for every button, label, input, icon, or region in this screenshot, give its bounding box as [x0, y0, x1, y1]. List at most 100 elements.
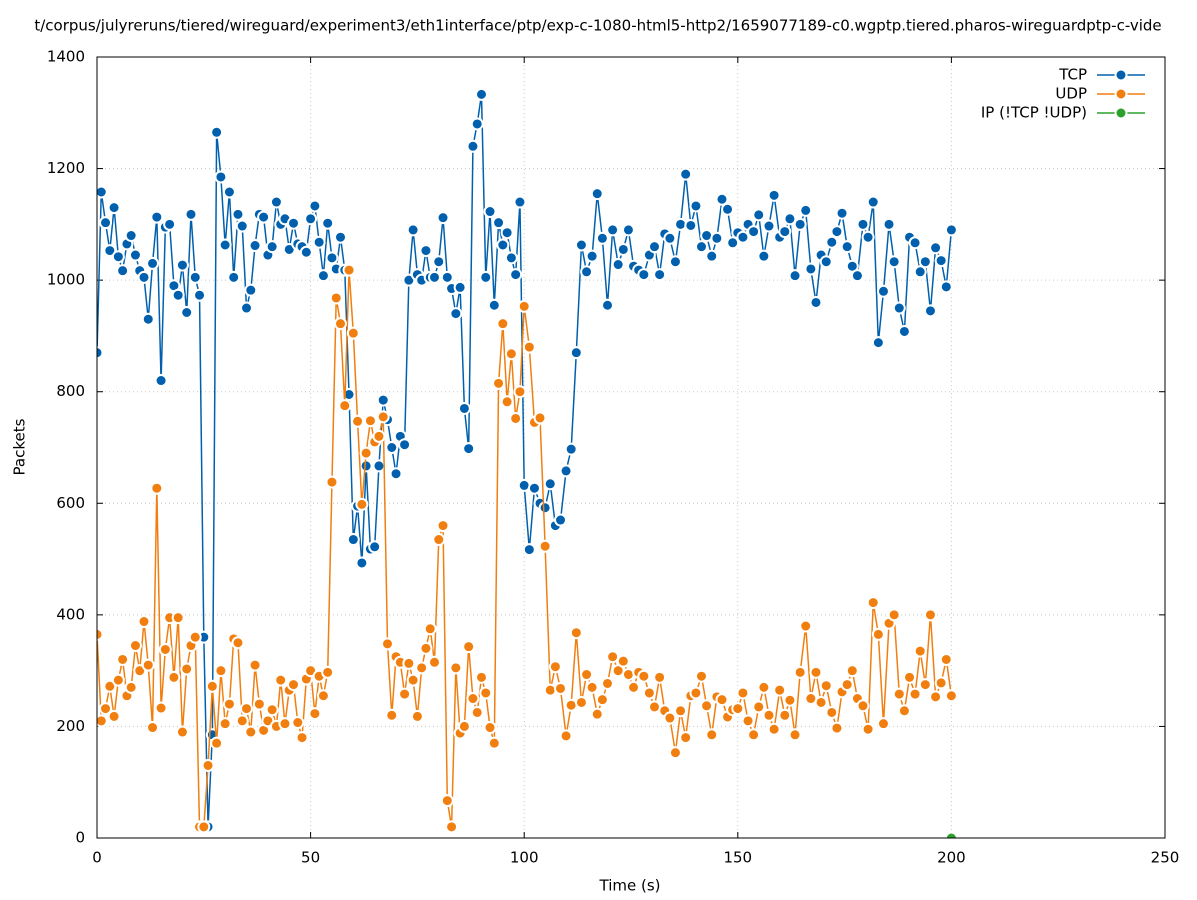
data-point	[601, 676, 615, 690]
x-tick-label: 150	[723, 849, 752, 867]
data-point	[385, 708, 399, 722]
data-point	[466, 692, 480, 706]
data-point	[653, 268, 667, 282]
data-point	[304, 212, 318, 226]
data-point	[778, 225, 792, 239]
data-point	[595, 693, 609, 707]
data-point	[554, 513, 568, 527]
data-point	[487, 298, 501, 312]
y-axis-label: Packets	[11, 418, 29, 475]
legend-label: UDP	[1055, 85, 1087, 103]
data-point	[830, 721, 844, 735]
data-point	[287, 678, 301, 692]
data-point	[783, 212, 797, 226]
data-point	[705, 249, 719, 263]
data-point	[355, 497, 369, 511]
data-point	[929, 690, 943, 704]
y-tick-label: 800	[56, 382, 85, 400]
data-point	[908, 236, 922, 250]
data-point	[312, 235, 326, 249]
data-point	[97, 714, 108, 728]
data-point	[346, 326, 360, 340]
data-point	[679, 167, 693, 181]
data-point	[819, 255, 833, 269]
data-point	[871, 627, 885, 641]
data-point	[637, 268, 651, 282]
data-point	[585, 680, 599, 694]
data-point	[351, 414, 365, 428]
data-point	[767, 188, 781, 202]
data-point	[128, 639, 142, 653]
data-point	[338, 399, 352, 413]
data-point	[882, 217, 896, 231]
data-point	[124, 680, 138, 694]
data-point	[871, 336, 885, 350]
data-point	[554, 681, 568, 695]
data-point	[736, 230, 750, 244]
data-point	[479, 270, 493, 284]
data-point	[244, 283, 258, 297]
data-point	[154, 701, 168, 715]
data-point	[180, 662, 194, 676]
data-point	[205, 679, 219, 693]
data-point	[321, 216, 335, 230]
data-point	[500, 226, 514, 240]
data-point	[840, 678, 854, 692]
data-point	[741, 714, 755, 728]
data-point	[788, 269, 802, 283]
data-point	[590, 707, 604, 721]
data-point	[668, 255, 682, 269]
data-point	[427, 270, 441, 284]
data-point	[944, 689, 958, 703]
data-point	[380, 637, 394, 651]
data-point	[522, 543, 536, 557]
data-point	[715, 693, 729, 707]
data-point	[809, 295, 823, 309]
data-point	[265, 703, 279, 717]
data-point	[840, 240, 854, 254]
data-point	[825, 705, 839, 719]
x-tick-label: 250	[1151, 849, 1180, 867]
data-point	[611, 258, 625, 272]
data-point	[887, 255, 901, 269]
data-point	[210, 125, 224, 139]
data-point	[470, 705, 484, 719]
data-point	[793, 217, 807, 231]
data-point	[432, 533, 446, 547]
data-point	[793, 665, 807, 679]
data-point	[694, 669, 708, 683]
y-tick-label: 1000	[47, 271, 85, 289]
data-point	[616, 242, 630, 256]
data-point	[731, 702, 745, 716]
data-point	[513, 385, 527, 399]
data-point	[257, 210, 271, 224]
data-point	[913, 644, 927, 658]
data-point	[799, 619, 813, 633]
data-point	[892, 687, 906, 701]
data-point	[483, 721, 497, 735]
data-point	[944, 831, 958, 838]
data-point	[845, 664, 859, 678]
data-point	[278, 717, 292, 731]
data-point	[321, 665, 335, 679]
data-point	[316, 689, 330, 703]
data-point	[736, 686, 750, 700]
data-point	[496, 238, 510, 252]
data-point	[269, 195, 283, 209]
data-point	[308, 707, 322, 721]
data-point	[527, 481, 541, 495]
data-point	[580, 265, 594, 279]
data-point	[627, 680, 641, 694]
data-point	[876, 717, 890, 731]
data-point	[689, 199, 703, 213]
chart-title: t/corpus/julyreruns/tiered/wireguard/exp…	[34, 17, 1161, 35]
data-point	[406, 673, 420, 687]
x-axis-label: Time (s)	[599, 877, 661, 895]
data-point	[474, 87, 488, 101]
data-point	[773, 683, 787, 697]
data-point	[887, 608, 901, 622]
data-point	[767, 722, 781, 736]
data-point	[103, 679, 117, 693]
plot-border	[96, 56, 1166, 839]
data-point	[595, 231, 609, 245]
